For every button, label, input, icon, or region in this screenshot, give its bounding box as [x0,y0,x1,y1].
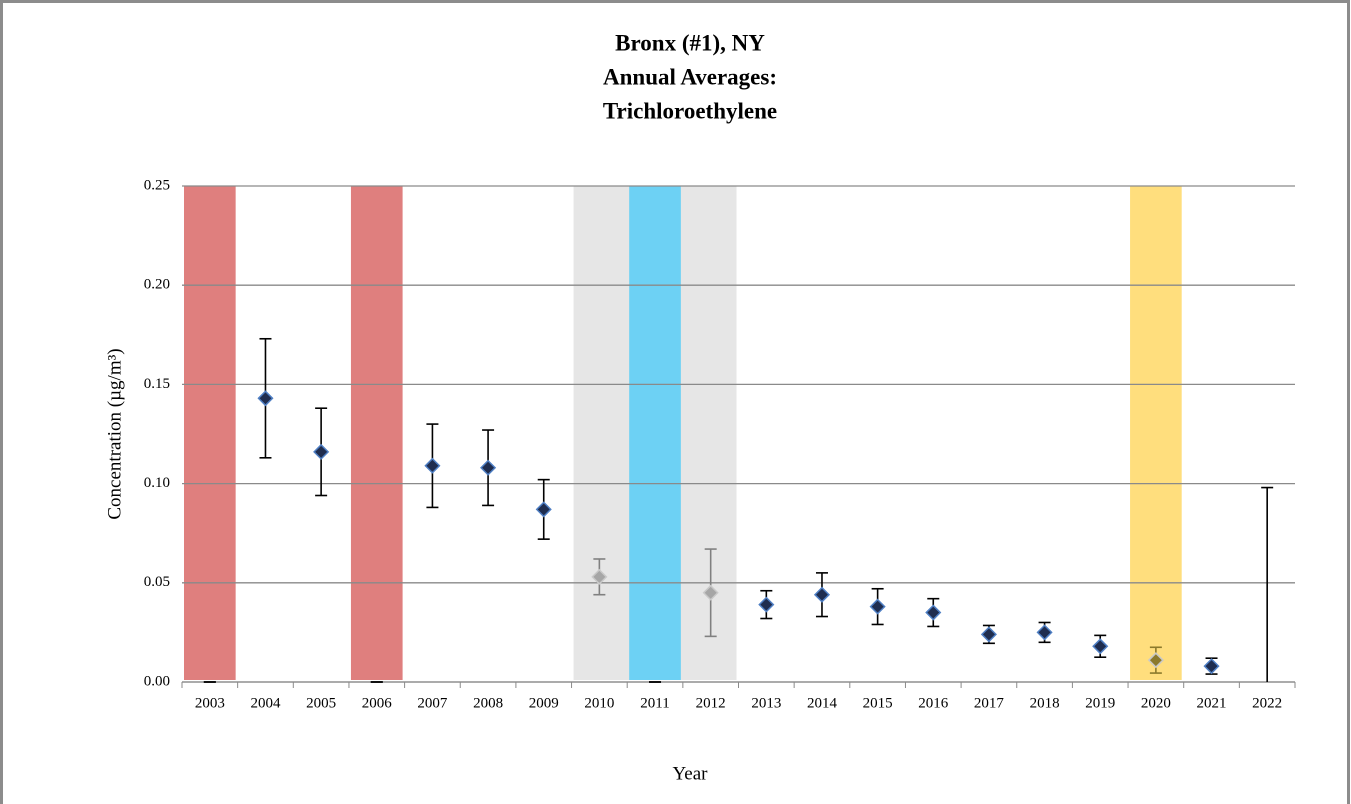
data-point [535,501,552,518]
data-point [1092,638,1109,655]
y-tick-label: 0.20 [144,277,170,293]
x-tick-label: 2008 [473,695,503,711]
highlight-band [1130,186,1182,680]
data-point [702,584,719,601]
x-tick-label: 2012 [696,695,726,711]
x-tick-label: 2005 [306,695,336,711]
x-tick-label: 2014 [807,695,838,711]
y-tick-label: 0.25 [144,177,170,193]
x-tick-label: 2010 [584,695,614,711]
highlight-band [350,186,403,680]
data-point [1147,652,1164,669]
chart-title: Trichloroethylene [603,98,777,123]
y-tick-label: 0.00 [144,673,170,689]
data-point [869,598,886,615]
x-tick-label: 2006 [362,695,393,711]
x-tick-label: 2003 [195,695,225,711]
chart-title: Annual Averages: [603,64,777,89]
data-point [591,568,608,585]
error-bar [1261,486,1274,682]
x-tick-label: 2018 [1030,695,1060,711]
x-tick-label: 2017 [974,695,1005,711]
data-point [257,390,274,407]
highlight-band [184,186,236,680]
data-point [313,443,330,460]
data-point [1036,624,1053,641]
x-tick-label: 2015 [863,695,893,711]
data-point [424,457,441,474]
y-tick-label: 0.15 [144,376,170,392]
data-point [1203,658,1220,675]
data-point [980,626,997,643]
data-point [480,459,497,476]
x-tick-label: 2013 [751,695,781,711]
data-point [813,586,831,603]
x-tick-label: 2007 [417,695,448,711]
x-tick-label: 2021 [1197,695,1227,711]
chart-title: Bronx (#1), NY [615,30,765,55]
y-tick-label: 0.10 [144,475,170,491]
highlight-band [629,186,681,680]
x-tick-label: 2009 [529,695,559,711]
data-point [925,604,942,621]
x-tick-label: 2004 [250,695,281,711]
x-tick-label: 2011 [640,695,669,711]
x-tick-label: 2019 [1085,695,1115,711]
y-tick-label: 0.05 [144,574,170,590]
y-axis-title: Concentration (µg/m³) [104,348,125,519]
x-tick-label: 2016 [918,695,949,711]
x-tick-label: 2022 [1252,695,1282,711]
x-tick-label: 2020 [1141,695,1171,711]
data-point [758,596,775,613]
x-axis-title: Year [672,763,708,784]
